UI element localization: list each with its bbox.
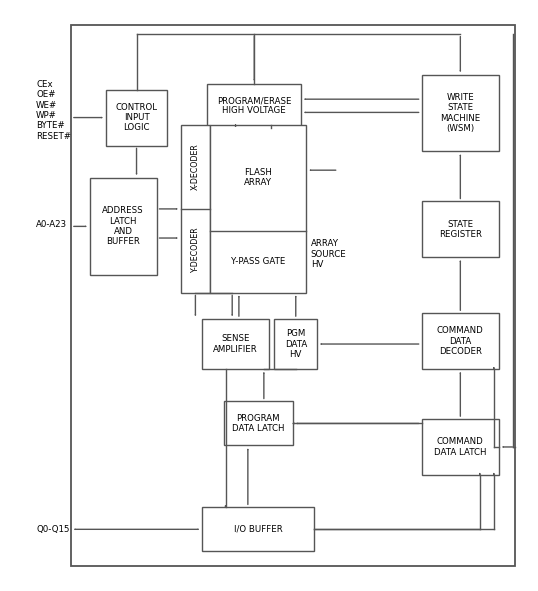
FancyBboxPatch shape [208, 84, 301, 128]
Text: SENSE
AMPLIFIER: SENSE AMPLIFIER [213, 335, 258, 354]
FancyBboxPatch shape [202, 319, 269, 369]
FancyBboxPatch shape [90, 178, 157, 275]
FancyBboxPatch shape [274, 319, 317, 369]
FancyBboxPatch shape [422, 202, 499, 257]
Text: Y-DECODER: Y-DECODER [191, 228, 200, 274]
FancyBboxPatch shape [422, 419, 499, 475]
Text: COMMAND
DATA
DECODER: COMMAND DATA DECODER [437, 326, 484, 356]
Text: STATE
REGISTER: STATE REGISTER [439, 220, 482, 239]
Text: A0-A23: A0-A23 [36, 220, 67, 229]
FancyBboxPatch shape [106, 90, 167, 145]
Text: ARRAY
SOURCE
HV: ARRAY SOURCE HV [311, 239, 346, 269]
FancyBboxPatch shape [202, 507, 315, 551]
Text: PROGRAM/ERASE
HIGH VOLTAGE: PROGRAM/ERASE HIGH VOLTAGE [217, 96, 292, 115]
Text: PGM
DATA
HV: PGM DATA HV [285, 329, 307, 359]
Text: ADDRESS
LATCH
AND
BUFFER: ADDRESS LATCH AND BUFFER [102, 206, 144, 246]
Text: WRITE
STATE
MACHINE
(WSM): WRITE STATE MACHINE (WSM) [440, 93, 480, 133]
Text: COMMAND
DATA LATCH: COMMAND DATA LATCH [434, 437, 486, 457]
Text: PROGRAM
DATA LATCH: PROGRAM DATA LATCH [232, 414, 285, 433]
FancyBboxPatch shape [422, 75, 499, 151]
Text: CEx
OE#
WE#
WP#
BYTE#
RESET#: CEx OE# WE# WP# BYTE# RESET# [36, 80, 71, 141]
Text: CONTROL
INPUT
LOGIC: CONTROL INPUT LOGIC [116, 103, 158, 132]
Text: X-DECODER: X-DECODER [191, 144, 200, 190]
FancyBboxPatch shape [210, 125, 307, 293]
Text: I/O BUFFER: I/O BUFFER [234, 525, 282, 534]
FancyBboxPatch shape [223, 401, 293, 446]
Text: FLASH
ARRAY: FLASH ARRAY [244, 168, 272, 187]
FancyBboxPatch shape [422, 313, 499, 369]
Text: Q0-Q15: Q0-Q15 [36, 525, 70, 534]
FancyBboxPatch shape [181, 125, 210, 293]
Text: Y-PASS GATE: Y-PASS GATE [231, 257, 286, 266]
FancyBboxPatch shape [71, 25, 515, 566]
